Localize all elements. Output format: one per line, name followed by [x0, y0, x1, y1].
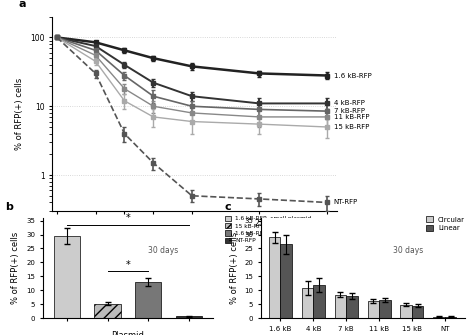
Bar	[412, 306, 423, 318]
Bar	[176, 316, 202, 318]
Bar	[54, 236, 80, 318]
Bar	[335, 294, 346, 318]
Bar	[313, 285, 325, 318]
Text: c: c	[224, 202, 231, 212]
Y-axis label: % of RFP(+) cells: % of RFP(+) cells	[229, 232, 238, 304]
Bar	[94, 304, 121, 318]
Text: 30 days: 30 days	[393, 246, 423, 255]
Text: 7 kB-RFP: 7 kB-RFP	[334, 108, 365, 114]
Text: NT-RFP: NT-RFP	[334, 199, 358, 205]
Bar	[346, 296, 358, 318]
Bar	[302, 287, 313, 318]
Text: 4 kB-RFP: 4 kB-RFP	[334, 100, 365, 107]
Bar	[269, 237, 281, 318]
Y-axis label: % of RFP(+) cells: % of RFP(+) cells	[16, 78, 25, 150]
Text: *: *	[126, 213, 130, 223]
Legend: 1.6 kB-RFP, small plasmid, 15 kB-RFP, large plasmid, 1.6 kB-RFP-ext, large plasm: 1.6 kB-RFP, small plasmid, 15 kB-RFP, la…	[225, 216, 322, 243]
Text: a: a	[18, 0, 26, 9]
Legend: Circular, Linear: Circular, Linear	[426, 216, 465, 231]
X-axis label: Days: Days	[184, 233, 205, 242]
Bar	[433, 317, 445, 318]
Bar	[445, 317, 456, 318]
Bar	[401, 305, 412, 318]
Text: 15 kB-RFP: 15 kB-RFP	[334, 124, 369, 130]
Bar	[281, 244, 292, 318]
Text: 30 days: 30 days	[148, 246, 179, 255]
Bar	[379, 300, 391, 318]
Text: 11 kB-RFP: 11 kB-RFP	[334, 114, 369, 120]
Text: *: *	[126, 260, 130, 270]
Y-axis label: % of RFP(+) cells: % of RFP(+) cells	[11, 232, 20, 304]
Bar	[135, 282, 162, 318]
Text: b: b	[5, 202, 13, 212]
X-axis label: Plasmid: Plasmid	[111, 331, 145, 335]
Bar	[367, 301, 379, 318]
Text: 1.6 kB-RFP: 1.6 kB-RFP	[334, 72, 372, 78]
